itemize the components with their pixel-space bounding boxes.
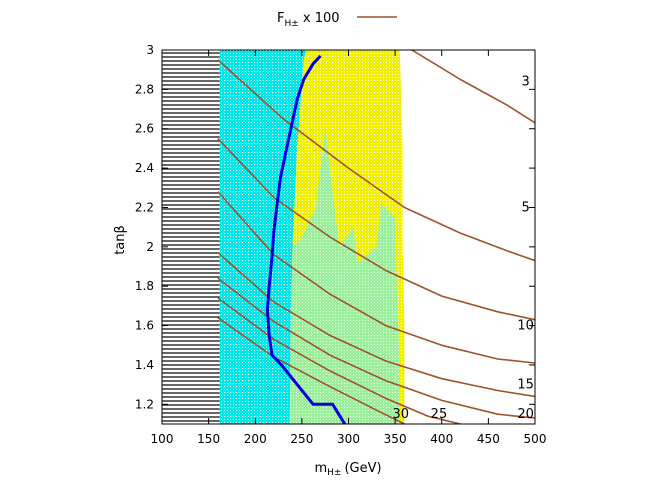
y-tick-label: 2.4 <box>135 161 154 175</box>
y-tick-label: 1.6 <box>135 319 154 333</box>
legend-label-sub: H± <box>284 19 298 29</box>
region-light-green <box>289 128 400 424</box>
contour-label-15: 15 <box>517 378 534 393</box>
legend-label: FH± x 100 <box>277 11 340 29</box>
x-axis-label-sub: H± <box>327 468 341 478</box>
x-axis-label-main: m <box>314 461 327 476</box>
x-tick-label: 300 <box>337 432 360 446</box>
contour-label-25: 25 <box>431 407 448 422</box>
x-tick-label: 200 <box>244 432 267 446</box>
x-axis-label-unit: (GeV) <box>344 461 381 476</box>
y-tick-label: 1.8 <box>135 279 154 293</box>
regions-layer <box>162 50 405 424</box>
y-tick-label: 2.8 <box>135 82 154 96</box>
y-axis-ticks: 1.2 1.4 1.6 1.8 2 2.2 2.4 2.6 2.8 3 <box>135 43 535 411</box>
y-tick-label: 2.2 <box>135 200 154 214</box>
y-tick-label: 2.6 <box>135 122 154 136</box>
legend: FH± x 100 <box>277 11 397 29</box>
x-tick-label: 450 <box>477 432 500 446</box>
contours-layer <box>217 50 535 424</box>
blue-exclusion-line <box>265 54 347 424</box>
x-tick-label: 350 <box>384 432 407 446</box>
y-tick-label: 1.4 <box>135 358 154 372</box>
y-axis-label: tanβ <box>113 225 128 255</box>
x-axis-ticks: 100 150 200 250 300 350 400 450 500 <box>151 50 547 446</box>
contour-labels-layer: 3 5 10 15 20 25 30 <box>392 74 534 422</box>
region-black-hatched <box>162 50 220 424</box>
x-tick-label: 400 <box>430 432 453 446</box>
contour-label-10: 10 <box>517 319 534 334</box>
legend-label-suffix: x 100 <box>299 11 340 26</box>
contour-line-unlabeled-2 <box>217 138 535 321</box>
contour-line-3 <box>411 50 535 124</box>
contour-line-20 <box>217 277 535 419</box>
contour-label-30: 30 <box>392 407 409 422</box>
y-tick-label: 1.2 <box>135 397 154 411</box>
y-tick-label: 3 <box>146 43 154 57</box>
y-tick-label: 2 <box>146 240 154 254</box>
contour-label-3: 3 <box>522 74 530 89</box>
region-cyan <box>219 50 307 424</box>
contour-line-15 <box>217 252 535 398</box>
x-tick-label: 150 <box>197 432 220 446</box>
contour-line-25 <box>217 297 461 424</box>
contour-line-10 <box>217 191 535 364</box>
contour-line-30 <box>217 317 405 424</box>
x-tick-label: 250 <box>290 432 313 446</box>
x-axis-label: mH± (GeV) <box>314 461 381 478</box>
blue-line-layer <box>265 54 347 424</box>
contour-label-5: 5 <box>522 200 530 215</box>
x-tick-label: 500 <box>524 432 547 446</box>
contour-line-5 <box>217 59 535 262</box>
x-tick-label: 100 <box>151 432 174 446</box>
legend-label-main: F <box>277 11 284 26</box>
contour-label-20: 20 <box>517 407 534 422</box>
